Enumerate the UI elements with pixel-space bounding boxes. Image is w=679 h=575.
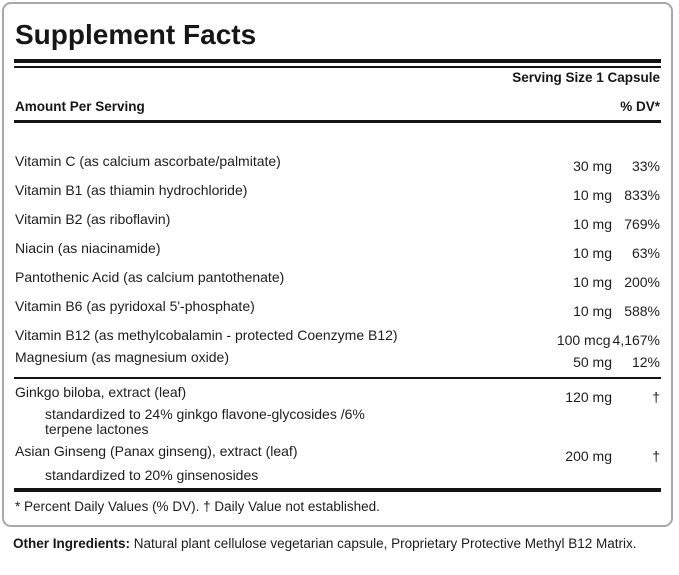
ingredient-dv: 4,167% bbox=[612, 331, 660, 348]
table-row: Ginkgo biloba, extract (leaf) 120 mg † bbox=[13, 383, 662, 405]
ingredient-name-text: Pantothenic Acid (as calcium pantothenat… bbox=[15, 268, 285, 285]
ingredient-amount: 50 mg bbox=[573, 353, 612, 370]
ingredient-amount: 10 mg bbox=[573, 215, 612, 232]
table-row: Magnesium (as magnesium oxide) 50 mg 12% bbox=[13, 348, 662, 370]
ingredient-name-text: Vitamin B2 (as riboflavin) bbox=[15, 210, 171, 227]
ingredient-amount: 10 mg bbox=[573, 244, 612, 261]
table-row: Vitamin B6 (as pyridoxal 5'-phosphate) 1… bbox=[13, 297, 662, 319]
ingredient-name-text: Magnesium (as magnesium oxide) bbox=[15, 348, 229, 365]
table-row: Vitamin B2 (as riboflavin) 10 mg 769% bbox=[13, 210, 662, 232]
ingredient-table: Vitamin C (as calcium ascorbate/palmitat… bbox=[13, 152, 662, 484]
ingredient-dv: 833% bbox=[624, 186, 660, 203]
column-headers: Amount Per Serving % DV* bbox=[13, 99, 662, 114]
ingredient-name-text: Vitamin B6 (as pyridoxal 5'-phosphate) bbox=[15, 297, 255, 314]
table-row: Vitamin B1 (as thiamin hydrochloride) 10… bbox=[13, 181, 662, 203]
ingredient-dv: 200% bbox=[624, 273, 660, 290]
ingredient-dv: † bbox=[652, 448, 660, 464]
ingredient-amount: 10 mg bbox=[573, 186, 612, 203]
ingredient-amount: 10 mg bbox=[573, 273, 612, 290]
ingredient-name: Vitamin B6 (as pyridoxal 5'-phosphate) bbox=[15, 297, 536, 315]
ingredient-name: Niacin (as niacinamide) bbox=[15, 239, 536, 257]
section-rule bbox=[14, 376, 661, 379]
ingredient-amount: 200 mg bbox=[565, 448, 612, 464]
ingredient-name: Pantothenic Acid (as calcium pantothenat… bbox=[15, 268, 536, 286]
column-header-amount-per-serving: Amount Per Serving bbox=[15, 99, 145, 114]
supplement-facts-panel: Supplement Facts Serving Size 1 Capsule … bbox=[2, 2, 673, 527]
ingredient-amount: 120 mg bbox=[565, 389, 612, 405]
ingredient-dv: 588% bbox=[624, 302, 660, 319]
standardization-text: standardized to 24% ginkgo flavone-glyco… bbox=[45, 406, 365, 437]
table-row: Pantothenic Acid (as calcium pantothenat… bbox=[13, 268, 662, 290]
other-ingredients-label: Other Ingredients: bbox=[13, 536, 131, 551]
daily-value-footnote: * Percent Daily Values (% DV). † Daily V… bbox=[15, 499, 380, 514]
ingredient-amount: 10 mg bbox=[573, 302, 612, 319]
other-ingredients: Other Ingredients: Natural plant cellulo… bbox=[13, 533, 665, 555]
ingredient-name-text: Vitamin C (as calcium ascorbate/palmitat… bbox=[15, 152, 281, 169]
header-rule bbox=[14, 120, 661, 123]
ingredient-dv: 33% bbox=[631, 157, 660, 174]
table-row: Asian Ginseng (Panax ginseng), extract (… bbox=[13, 442, 662, 464]
ingredient-amount: 30 mg bbox=[573, 157, 612, 174]
divider-thin bbox=[14, 66, 661, 68]
table-row: Vitamin C (as calcium ascorbate/palmitat… bbox=[13, 152, 662, 174]
ingredient-name-text: Ginkgo biloba, extract (leaf) bbox=[15, 384, 187, 400]
ingredient-name: Vitamin C (as calcium ascorbate/palmitat… bbox=[15, 152, 536, 170]
ingredient-dv: 63% bbox=[631, 244, 660, 261]
footer-rule bbox=[14, 488, 661, 492]
serving-size: Serving Size 1 Capsule bbox=[512, 70, 660, 85]
table-row: Vitamin B12 (as methylcobalamin - protec… bbox=[13, 326, 662, 348]
table-row: Niacin (as niacinamide) 10 mg 63% bbox=[13, 239, 662, 261]
panel-title: Supplement Facts bbox=[15, 19, 257, 50]
ingredient-standardization: standardized to 20% ginsenosides bbox=[13, 468, 662, 483]
ingredient-name: Vitamin B2 (as riboflavin) bbox=[15, 210, 536, 228]
ingredient-name-text: Vitamin B1 (as thiamin hydrochloride) bbox=[15, 181, 248, 198]
ingredient-standardization: standardized to 24% ginkgo flavone-glyco… bbox=[13, 407, 662, 437]
ingredient-amount: 100 mcg bbox=[556, 331, 611, 348]
ingredient-name: Ginkgo biloba, extract (leaf) bbox=[15, 383, 536, 401]
column-header-percent-dv: % DV* bbox=[620, 99, 660, 114]
ingredient-name: Vitamin B12 (as methylcobalamin - protec… bbox=[15, 326, 535, 344]
ingredient-name-text: Niacin (as niacinamide) bbox=[15, 239, 161, 256]
ingredient-dv: † bbox=[652, 389, 660, 405]
ingredient-name: Vitamin B1 (as thiamin hydrochloride) bbox=[15, 181, 536, 199]
standardization-text: standardized to 20% ginsenosides bbox=[45, 467, 259, 483]
other-ingredients-text: Natural plant cellulose vegetarian capsu… bbox=[130, 536, 637, 551]
ingredient-dv: 769% bbox=[624, 215, 660, 232]
ingredient-name: Asian Ginseng (Panax ginseng), extract (… bbox=[15, 442, 536, 460]
ingredient-name-text: Asian Ginseng (Panax ginseng), extract (… bbox=[15, 443, 298, 459]
divider-thick bbox=[14, 59, 661, 63]
ingredient-dv: 12% bbox=[631, 353, 660, 370]
ingredient-name: Magnesium (as magnesium oxide) bbox=[15, 348, 536, 366]
ingredient-name-text: Vitamin B12 (as methylcobalamin - protec… bbox=[15, 326, 398, 343]
